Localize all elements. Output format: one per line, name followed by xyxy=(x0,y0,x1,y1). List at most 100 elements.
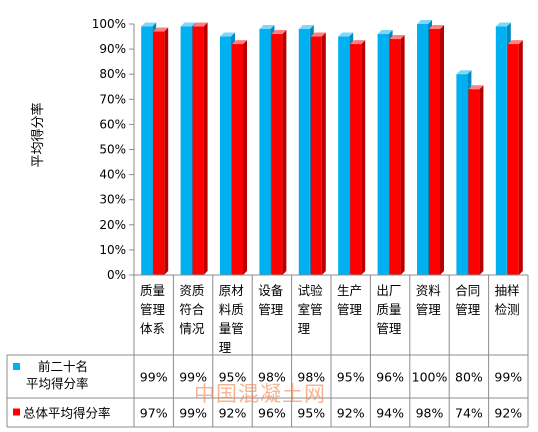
bar-top xyxy=(271,30,287,35)
bar-top xyxy=(456,70,472,75)
bar-front xyxy=(310,36,322,275)
data-label: 95% xyxy=(297,406,325,421)
bar-top xyxy=(468,85,484,90)
bar-side xyxy=(203,22,208,276)
bar-side xyxy=(518,40,523,275)
category-label: 理 xyxy=(219,340,232,355)
category-label: 情况 xyxy=(179,321,205,336)
y-tick-label: 60% xyxy=(99,117,126,131)
category-label: 原材 xyxy=(219,283,244,298)
bar-front xyxy=(389,39,401,276)
bar-top xyxy=(417,20,432,24)
y-tick-label: 40% xyxy=(99,168,126,182)
bar-side xyxy=(361,40,366,275)
data-table: 质量管理体系资质符合情况原材料质量管理设备管理试验室管理生产管理出厂质量管理资料… xyxy=(6,274,529,428)
data-label: 98% xyxy=(297,370,325,385)
category-label: 管理 xyxy=(455,302,481,317)
category-label: 管理 xyxy=(376,321,402,336)
data-label: 80% xyxy=(455,370,483,385)
bar-front xyxy=(141,26,153,276)
bar-series2 xyxy=(468,85,484,275)
data-label: 95% xyxy=(219,370,247,385)
category-label: 设备 xyxy=(258,283,284,298)
y-tick-label: 30% xyxy=(99,193,126,207)
data-label: 100% xyxy=(412,370,448,385)
bar-top xyxy=(350,40,366,45)
bar-front xyxy=(507,44,519,275)
bar-side xyxy=(282,30,287,275)
bar-front xyxy=(338,36,350,275)
category-label: 体系 xyxy=(140,321,165,336)
bar-front xyxy=(153,31,165,276)
legend-swatch xyxy=(13,363,20,370)
bar-series2 xyxy=(350,40,366,275)
y-tick-label: 70% xyxy=(99,92,126,106)
category-label: 检测 xyxy=(495,302,520,317)
data-label: 92% xyxy=(494,406,522,421)
bar-front xyxy=(259,29,271,275)
bar-top xyxy=(338,32,354,37)
data-label: 74% xyxy=(455,406,483,421)
y-tick-label: 20% xyxy=(99,218,126,232)
bar-side xyxy=(243,40,247,275)
category-label: 资质 xyxy=(179,283,204,298)
category-label: 料质 xyxy=(219,302,244,317)
category-label: 管理 xyxy=(337,302,363,317)
bar-top xyxy=(507,40,523,45)
data-label: 92% xyxy=(337,406,365,421)
category-label: 量管 xyxy=(219,321,244,336)
bar-front xyxy=(468,89,480,275)
bar-front xyxy=(180,26,192,276)
bar-series2 xyxy=(232,40,247,275)
bar-series2 xyxy=(429,25,444,275)
bar-side xyxy=(400,35,405,276)
category-label: 资料 xyxy=(416,283,442,298)
bar-front xyxy=(350,44,362,275)
category-label: 出厂 xyxy=(376,283,401,298)
legend-swatch xyxy=(13,408,20,416)
data-label: 97% xyxy=(140,406,168,421)
bar-side xyxy=(440,25,444,275)
y-tick-label: 0% xyxy=(107,268,126,282)
bar-top xyxy=(192,22,208,27)
y-axis-label: 平均得分率 xyxy=(30,102,46,167)
bar-front xyxy=(271,34,283,275)
bar-top xyxy=(141,22,157,27)
category-label: 管理 xyxy=(416,302,442,317)
category-label: 抽样 xyxy=(495,283,520,298)
bar-front xyxy=(456,74,468,275)
category-label: 管理 xyxy=(258,302,284,317)
y-tick-label: 100% xyxy=(92,17,126,31)
bar-series2 xyxy=(192,22,208,276)
category-label: 质量 xyxy=(140,283,165,298)
bar-top xyxy=(220,32,235,37)
chart-axes: 0% 10% 20% 30% 40% 50% 60% 70% 80% 90% 100% xyxy=(92,17,135,282)
category-label: 质量 xyxy=(376,302,401,317)
data-label: 98% xyxy=(416,406,444,421)
bar-top xyxy=(153,27,169,32)
data-label: 92% xyxy=(219,406,247,421)
data-label: 99% xyxy=(179,370,207,385)
bar-front xyxy=(232,44,243,275)
bar-series2 xyxy=(271,30,287,275)
bar-top xyxy=(259,25,275,30)
legend-label: 前二十名 xyxy=(38,359,88,374)
bar-front xyxy=(417,24,428,275)
bar-front xyxy=(220,36,231,275)
bar-top xyxy=(232,40,247,45)
data-label: 99% xyxy=(179,406,207,421)
category-label: 符合 xyxy=(179,302,205,317)
category-label: 室管 xyxy=(298,302,323,317)
bar-top xyxy=(495,22,511,27)
category-label: 生产 xyxy=(337,283,362,298)
category-label: 试验 xyxy=(298,283,324,298)
data-label: 99% xyxy=(140,370,168,385)
bar-front xyxy=(377,34,389,275)
y-tick-label: 90% xyxy=(99,42,126,56)
bar-side xyxy=(321,32,326,275)
chart-bars xyxy=(141,20,523,276)
legend-label: 总体平均得分率 xyxy=(23,406,111,421)
bar-side xyxy=(164,27,169,276)
bar-series2 xyxy=(153,27,169,276)
